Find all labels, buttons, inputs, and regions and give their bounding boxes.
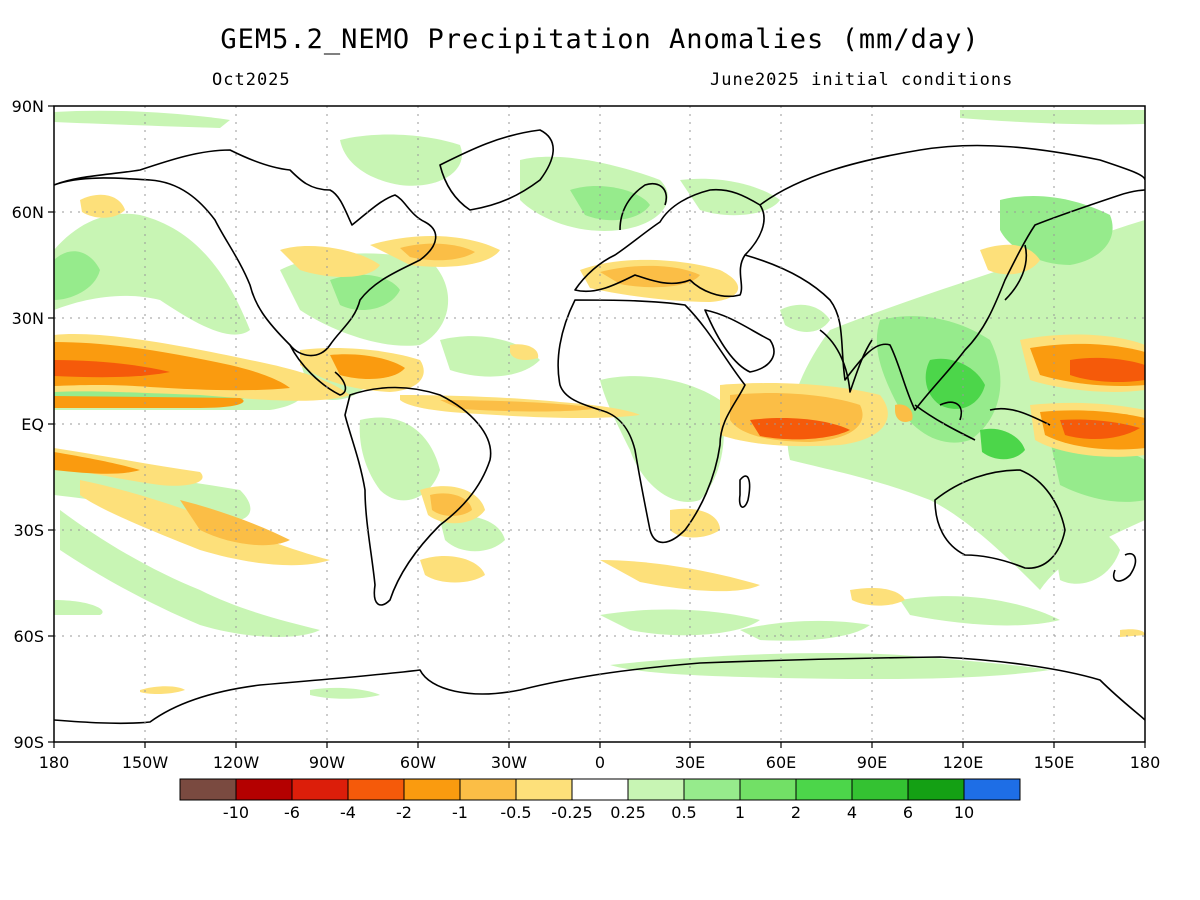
latitude-labels: 90N 60N 30N EQ 30S 60S 90S <box>12 97 44 752</box>
colorbar-label: -4 <box>340 803 356 822</box>
lon-label: 30E <box>675 753 705 772</box>
lon-label: 60W <box>400 753 436 772</box>
colorbar-swatch <box>571 778 629 801</box>
colorbar-swatch <box>739 778 797 801</box>
initial-conditions: June2025 initial conditions <box>710 70 1014 90</box>
colorbar-label: 0.25 <box>610 803 646 822</box>
forecast-month: Oct2025 <box>212 70 291 90</box>
map-title: GEM5.2_NEMO Precipitation Anomalies (mm/… <box>220 24 980 55</box>
colorbar-swatch <box>403 778 461 801</box>
lon-label: 90W <box>309 753 345 772</box>
lon-label: 120E <box>943 753 984 772</box>
colorbar-label: 0.5 <box>671 803 696 822</box>
lon-label: 150E <box>1034 753 1075 772</box>
lat-label: 30S <box>13 521 44 540</box>
colorbar-label: -6 <box>284 803 300 822</box>
lat-label: 30N <box>12 309 44 328</box>
lon-label: 0 <box>595 753 605 772</box>
lon-label: 90E <box>857 753 887 772</box>
colorbar-swatch <box>347 778 405 801</box>
lat-label: 60N <box>12 203 44 222</box>
colorbar-swatch <box>907 778 965 801</box>
lon-label: 180 <box>1130 753 1161 772</box>
colorbar-label: 4 <box>847 803 857 822</box>
dry-anomalies <box>54 194 1145 695</box>
lon-label: 180 <box>39 753 70 772</box>
gridlines <box>54 106 1145 742</box>
colorbar-swatch <box>459 778 517 801</box>
axis-ticks <box>48 105 1146 748</box>
lon-label: 150W <box>122 753 169 772</box>
colorbar-swatch <box>627 778 685 801</box>
colorbar-label: -10 <box>223 803 249 822</box>
colorbar-label: -0.5 <box>500 803 531 822</box>
colorbar-label: -2 <box>396 803 412 822</box>
lat-label: 60S <box>13 627 44 646</box>
lat-label: 90N <box>12 97 44 116</box>
longitude-labels: 180 150W 120W 90W 60W 30W 0 30E 60E 90E … <box>39 753 1161 772</box>
anomaly-field <box>54 110 1145 699</box>
colorbar-swatch <box>795 778 853 801</box>
colorbar-label: 1 <box>735 803 745 822</box>
lat-label: 90S <box>13 733 44 752</box>
colorbar-label: -0.25 <box>551 803 592 822</box>
lon-label: 120W <box>213 753 260 772</box>
lon-label: 30W <box>491 753 527 772</box>
colorbar-swatch <box>963 778 1021 801</box>
colorbar-swatch <box>851 778 909 801</box>
colorbar-swatch <box>515 778 573 801</box>
colorbar-label: 10 <box>954 803 974 822</box>
colorbar-swatch <box>683 778 741 801</box>
colorbar: -10 -6 -4 -2 -1 -0.5 -0.25 0.25 0.5 1 2 4 6 10 <box>179 778 1021 822</box>
colorbar-label: 6 <box>903 803 913 822</box>
colorbar-label: 2 <box>791 803 801 822</box>
coastlines <box>54 129 1145 725</box>
colorbar-label: -1 <box>452 803 468 822</box>
colorbar-swatch <box>235 778 293 801</box>
lat-label: EQ <box>21 415 44 434</box>
colorbar-swatch <box>291 778 349 801</box>
lon-label: 60E <box>766 753 796 772</box>
colorbar-swatch <box>179 778 237 801</box>
